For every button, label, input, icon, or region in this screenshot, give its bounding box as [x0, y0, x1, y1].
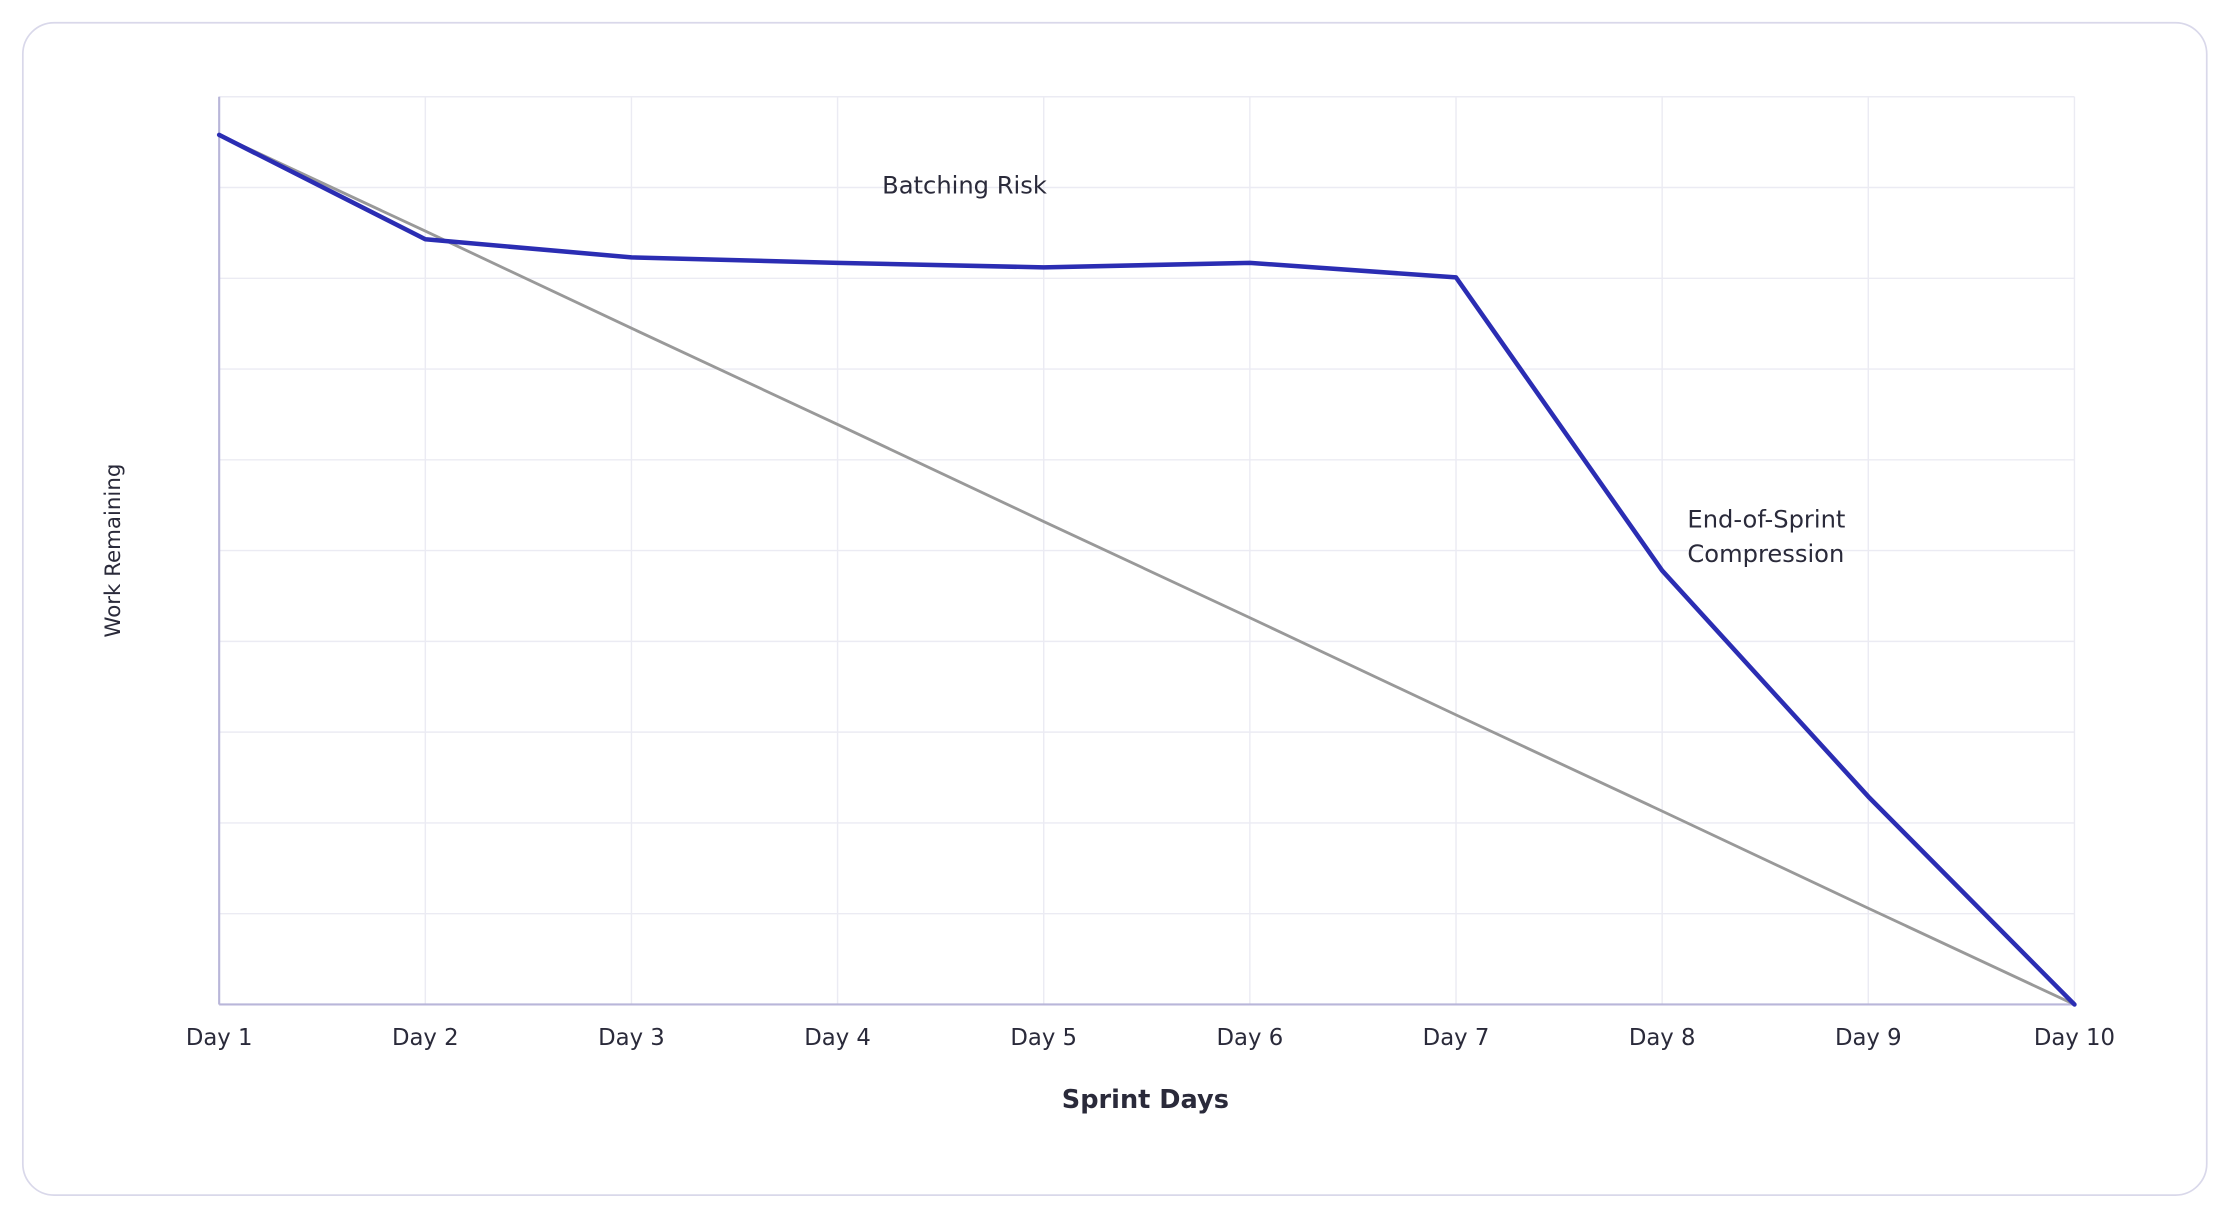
annotation: Compression: [1687, 540, 1844, 568]
y-axis-title: Work Remaining: [101, 464, 126, 638]
card: [21, 21, 2208, 1196]
x-tick-label: Day 6: [1217, 1025, 1284, 1051]
x-tick-label: Day 3: [598, 1025, 665, 1051]
x-tick-label: Day 1: [186, 1025, 253, 1051]
x-tick-label: Day 2: [392, 1025, 459, 1051]
x-tick-label: Day 5: [1010, 1025, 1077, 1051]
line-series: [216, 132, 2077, 1007]
annotation: Batching Risk: [882, 171, 1047, 199]
x-tick-label: Day 9: [1835, 1025, 1902, 1051]
x-tick-label: Day 10: [2034, 1025, 2115, 1051]
x-axis-title: Sprint Days: [1062, 1085, 1229, 1115]
plot: [216, 132, 2077, 1007]
line-series: [217, 133, 2076, 1006]
x-tick-label: Day 7: [1423, 1025, 1490, 1051]
x-tick-label: Day 4: [804, 1025, 871, 1051]
annotation: End-of-Sprint: [1687, 506, 1845, 534]
grid: [218, 96, 2076, 1006]
x-tick-label: Day 8: [1629, 1025, 1696, 1051]
